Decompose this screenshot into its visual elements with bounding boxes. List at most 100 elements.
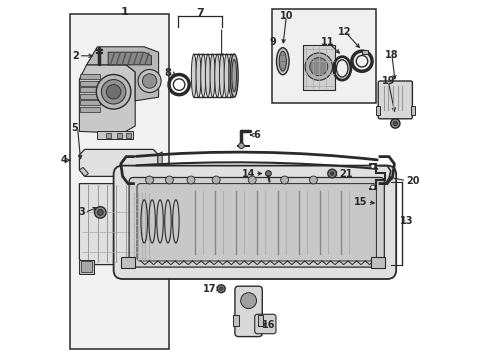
Ellipse shape xyxy=(215,54,220,97)
FancyBboxPatch shape xyxy=(255,314,276,334)
Ellipse shape xyxy=(276,48,289,75)
FancyBboxPatch shape xyxy=(114,166,396,279)
Text: 2: 2 xyxy=(72,51,79,61)
Text: 6: 6 xyxy=(253,130,260,140)
Bar xyxy=(80,87,100,92)
FancyBboxPatch shape xyxy=(378,81,413,119)
Circle shape xyxy=(173,79,185,90)
Text: 1: 1 xyxy=(121,7,128,17)
Circle shape xyxy=(220,287,223,291)
Circle shape xyxy=(370,164,375,168)
Circle shape xyxy=(356,55,368,67)
Text: 21: 21 xyxy=(339,168,353,179)
Ellipse shape xyxy=(205,54,210,97)
Polygon shape xyxy=(153,184,160,259)
Ellipse shape xyxy=(279,51,286,71)
Circle shape xyxy=(138,69,161,93)
Circle shape xyxy=(239,143,245,149)
Circle shape xyxy=(97,75,131,109)
Bar xyxy=(80,94,100,99)
Circle shape xyxy=(95,207,106,218)
Bar xyxy=(121,257,135,268)
Text: 16: 16 xyxy=(262,320,275,330)
Text: 5: 5 xyxy=(71,123,77,133)
Polygon shape xyxy=(108,52,151,65)
Text: 8: 8 xyxy=(164,68,171,78)
FancyBboxPatch shape xyxy=(129,177,384,267)
Circle shape xyxy=(106,85,121,99)
Text: 18: 18 xyxy=(385,50,399,60)
FancyBboxPatch shape xyxy=(235,286,262,337)
Circle shape xyxy=(98,210,103,215)
Bar xyxy=(376,106,380,115)
Circle shape xyxy=(370,185,375,189)
Text: 13: 13 xyxy=(399,216,413,226)
Circle shape xyxy=(248,176,256,184)
Circle shape xyxy=(391,119,400,128)
Text: 4: 4 xyxy=(61,155,68,165)
Circle shape xyxy=(305,53,333,80)
Text: 12: 12 xyxy=(338,27,352,37)
Circle shape xyxy=(310,58,328,76)
Bar xyxy=(106,133,111,138)
Text: 17: 17 xyxy=(203,284,216,294)
Polygon shape xyxy=(98,131,133,139)
Bar xyxy=(258,315,263,326)
Text: 15: 15 xyxy=(354,197,368,207)
Text: 19: 19 xyxy=(382,76,395,86)
Ellipse shape xyxy=(337,60,348,77)
Circle shape xyxy=(310,176,318,184)
Polygon shape xyxy=(79,65,135,133)
Polygon shape xyxy=(79,184,160,265)
Bar xyxy=(272,9,376,103)
Circle shape xyxy=(187,176,195,184)
Bar xyxy=(80,81,100,86)
Ellipse shape xyxy=(201,54,206,97)
Ellipse shape xyxy=(224,54,229,97)
Polygon shape xyxy=(87,47,159,101)
Ellipse shape xyxy=(230,54,238,97)
Bar xyxy=(303,45,335,90)
Text: 9: 9 xyxy=(270,37,276,48)
Bar xyxy=(371,257,386,268)
Circle shape xyxy=(166,176,173,184)
Bar xyxy=(126,133,130,138)
Circle shape xyxy=(281,176,289,184)
Ellipse shape xyxy=(232,59,237,92)
Ellipse shape xyxy=(196,54,201,97)
Bar xyxy=(80,74,100,79)
Text: 11: 11 xyxy=(321,37,335,47)
Text: 14: 14 xyxy=(242,168,255,179)
Polygon shape xyxy=(132,191,151,263)
Ellipse shape xyxy=(210,54,215,97)
Circle shape xyxy=(146,176,153,184)
Bar xyxy=(233,315,239,326)
Circle shape xyxy=(101,80,126,104)
Circle shape xyxy=(330,172,334,175)
Bar xyxy=(80,100,100,105)
Ellipse shape xyxy=(220,54,224,97)
Bar xyxy=(411,106,415,115)
Polygon shape xyxy=(158,152,162,172)
Circle shape xyxy=(328,169,337,178)
Circle shape xyxy=(266,171,271,176)
Circle shape xyxy=(217,285,225,293)
Bar xyxy=(363,50,368,54)
FancyBboxPatch shape xyxy=(137,184,376,261)
Bar xyxy=(71,14,170,349)
Ellipse shape xyxy=(229,54,234,97)
Text: 3: 3 xyxy=(78,207,85,217)
Circle shape xyxy=(212,176,220,184)
Bar xyxy=(80,107,100,112)
Circle shape xyxy=(143,74,157,88)
Polygon shape xyxy=(79,167,88,176)
Bar xyxy=(79,260,94,274)
Circle shape xyxy=(241,293,257,309)
Bar xyxy=(117,133,122,138)
Circle shape xyxy=(393,121,397,126)
Text: 20: 20 xyxy=(406,176,420,186)
Text: 7: 7 xyxy=(196,8,204,18)
Ellipse shape xyxy=(192,54,196,97)
Polygon shape xyxy=(79,149,158,176)
Text: 10: 10 xyxy=(280,11,293,21)
